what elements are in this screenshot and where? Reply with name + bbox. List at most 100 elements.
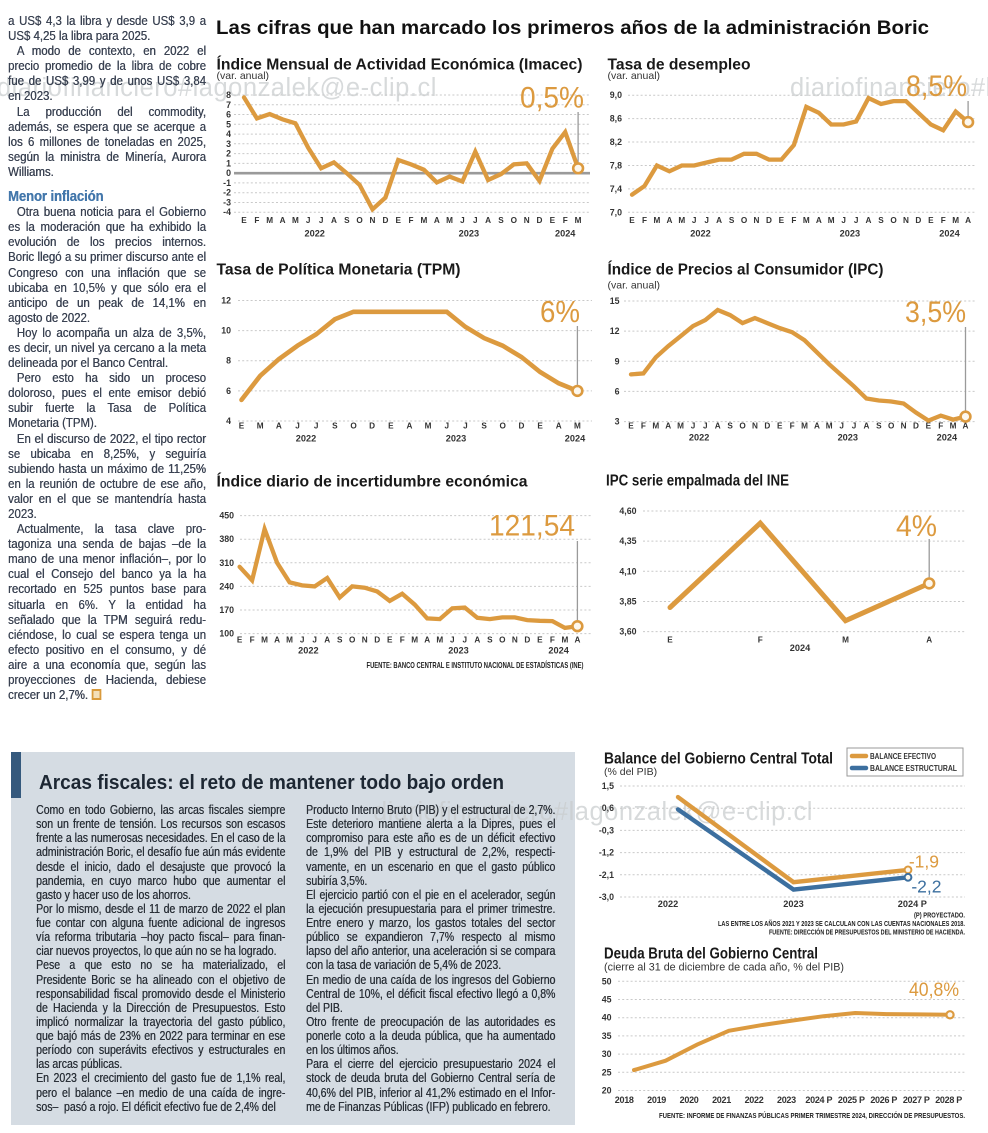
svg-text:J: J — [460, 216, 465, 225]
svg-text:J: J — [691, 422, 696, 431]
svg-text:2023: 2023 — [777, 1095, 796, 1105]
svg-text:6: 6 — [226, 386, 231, 396]
svg-text:S: S — [481, 422, 487, 431]
svg-text:BALANCE EFECTIVO: BALANCE EFECTIVO — [870, 752, 936, 761]
svg-text:O: O — [499, 636, 506, 645]
svg-text:50: 50 — [602, 976, 612, 986]
svg-text:-2,1: -2,1 — [599, 870, 614, 880]
svg-text:N: N — [903, 216, 909, 225]
svg-text:-4: -4 — [223, 207, 231, 217]
svg-text:A: A — [963, 422, 969, 431]
svg-text:(var. anual): (var. anual) — [608, 70, 661, 82]
svg-text:O: O — [888, 422, 895, 431]
svg-text:N: N — [754, 216, 760, 225]
svg-text:2024: 2024 — [939, 228, 960, 238]
svg-text:4%: 4% — [896, 510, 937, 543]
svg-text:10: 10 — [221, 326, 231, 336]
svg-text:7: 7 — [226, 100, 231, 110]
svg-text:D: D — [766, 216, 772, 225]
svg-text:A: A — [276, 422, 282, 431]
svg-text:2023: 2023 — [838, 433, 858, 443]
svg-text:S: S — [727, 422, 733, 431]
svg-text:FUENTE: INFORME DE FINANZAS PÚ: FUENTE: INFORME DE FINANZAS PÚBLICAS PRI… — [659, 1111, 965, 1120]
svg-text:O: O — [350, 422, 357, 431]
svg-text:3,60: 3,60 — [619, 627, 636, 637]
svg-text:E: E — [388, 422, 394, 431]
svg-text:Balance del Gobierno Central T: Balance del Gobierno Central Total — [604, 751, 833, 768]
svg-text:0,5%: 0,5% — [520, 82, 584, 115]
svg-text:8,5%: 8,5% — [906, 70, 967, 103]
svg-text:2025 P: 2025 P — [838, 1095, 865, 1105]
svg-text:D: D — [915, 216, 921, 225]
svg-text:A: A — [715, 422, 721, 431]
svg-text:A: A — [965, 216, 971, 225]
svg-text:12: 12 — [221, 296, 231, 306]
svg-text:2026 P: 2026 P — [870, 1095, 897, 1105]
svg-text:F: F — [408, 216, 413, 225]
svg-text:2019: 2019 — [647, 1095, 666, 1105]
svg-text:J: J — [306, 216, 311, 225]
svg-text:15: 15 — [610, 296, 620, 306]
svg-text:A: A — [485, 216, 491, 225]
svg-text:J: J — [692, 216, 697, 225]
svg-text:M: M — [828, 216, 835, 225]
svg-text:A: A — [665, 422, 671, 431]
svg-text:O: O — [890, 216, 897, 225]
svg-text:IPC serie empalmada del INE: IPC serie empalmada del INE — [606, 473, 789, 490]
svg-text:2028 P: 2028 P — [935, 1095, 962, 1105]
svg-text:Las cifras que han marcado los: Las cifras que han marcado los primeros … — [216, 17, 929, 39]
svg-text:170: 170 — [219, 605, 234, 615]
svg-text:M: M — [286, 636, 293, 645]
svg-text:S: S — [337, 636, 343, 645]
svg-text:M: M — [420, 216, 427, 225]
svg-text:2018: 2018 — [615, 1095, 634, 1105]
svg-text:F: F — [400, 636, 405, 645]
svg-text:O: O — [741, 216, 748, 225]
svg-text:8,6: 8,6 — [610, 114, 622, 124]
svg-text:J: J — [445, 422, 450, 431]
svg-text:7,0: 7,0 — [610, 207, 622, 217]
svg-text:E: E — [537, 636, 543, 645]
svg-text:S: S — [487, 636, 493, 645]
svg-text:2020: 2020 — [680, 1095, 699, 1105]
svg-text:4,10: 4,10 — [619, 566, 636, 576]
svg-text:A: A — [716, 216, 722, 225]
svg-text:J: J — [854, 216, 859, 225]
svg-text:2024: 2024 — [555, 228, 576, 238]
svg-text:380: 380 — [219, 534, 234, 544]
svg-text:M: M — [266, 216, 273, 225]
svg-text:M: M — [677, 422, 684, 431]
svg-text:F: F — [938, 422, 943, 431]
svg-text:A: A — [556, 422, 562, 431]
svg-text:-3: -3 — [223, 198, 231, 208]
svg-text:-0,3: -0,3 — [599, 825, 614, 835]
svg-text:E: E — [629, 216, 635, 225]
svg-text:A: A — [424, 636, 430, 645]
svg-text:0: 0 — [226, 168, 231, 178]
svg-text:4,35: 4,35 — [619, 536, 636, 546]
svg-text:A: A — [274, 636, 280, 645]
svg-text:310: 310 — [219, 558, 234, 568]
svg-text:J: J — [450, 636, 455, 645]
svg-text:FUENTE: BANCO CENTRAL E INSTIT: FUENTE: BANCO CENTRAL E INSTITUTO NACION… — [367, 659, 584, 670]
svg-text:J: J — [841, 216, 846, 225]
svg-text:N: N — [362, 636, 368, 645]
svg-text:A: A — [666, 216, 672, 225]
svg-text:F: F — [941, 216, 946, 225]
svg-text:D: D — [537, 216, 543, 225]
svg-text:S: S — [332, 422, 338, 431]
svg-text:-1: -1 — [223, 178, 231, 188]
svg-text:240: 240 — [219, 581, 234, 591]
svg-text:J: J — [703, 422, 708, 431]
svg-text:O: O — [356, 216, 363, 225]
svg-text:2022: 2022 — [689, 433, 709, 443]
svg-text:F: F — [563, 216, 568, 225]
svg-text:J: J — [314, 422, 319, 431]
svg-text:J: J — [319, 216, 324, 225]
svg-text:Tasa de desempleo: Tasa de desempleo — [608, 57, 751, 74]
svg-text:J: J — [839, 422, 844, 431]
svg-text:2024: 2024 — [790, 643, 811, 653]
svg-text:2024: 2024 — [548, 646, 569, 656]
svg-text:J: J — [704, 216, 709, 225]
svg-text:J: J — [852, 422, 857, 431]
